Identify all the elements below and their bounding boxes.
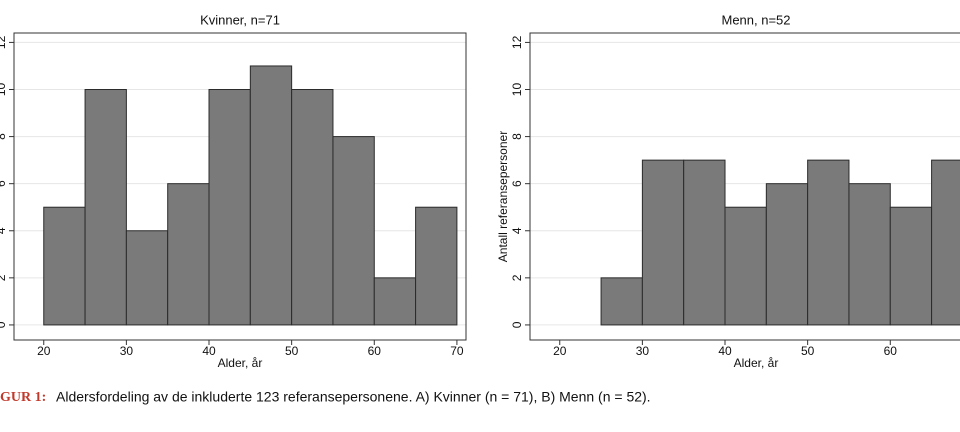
x-axis-title: Alder, år — [218, 356, 263, 370]
plot-frame — [13, 32, 467, 341]
x-tick-label: 60 — [368, 344, 382, 358]
bar — [641, 159, 685, 326]
x-tick-label: 70 — [450, 344, 464, 358]
bar — [43, 206, 86, 326]
bar — [249, 65, 293, 326]
x-tick-label: 60 — [884, 344, 898, 358]
bar — [208, 89, 251, 326]
y-tick-label: 4 — [0, 227, 8, 234]
y-tick-label: 8 — [510, 133, 524, 140]
bar — [807, 159, 850, 326]
x-tick-label: 40 — [202, 344, 216, 358]
caption-text: Aldersfordeling av de inkluderte 123 ref… — [56, 389, 651, 405]
bar — [765, 183, 809, 326]
x-tick-label: 50 — [801, 344, 815, 358]
bar — [600, 277, 643, 326]
caption-label: GUR 1: — [0, 390, 46, 405]
bar — [84, 89, 127, 326]
y-tick-label: 6 — [510, 180, 524, 187]
y-tick-label: 12 — [510, 35, 524, 49]
y-axis-title: Antall referansepersoner — [496, 131, 510, 262]
chart-title: Kvinner, n=71 — [200, 12, 280, 27]
bar — [724, 206, 767, 326]
y-tick-label: 2 — [0, 274, 8, 281]
y-tick-label: 0 — [510, 321, 524, 328]
bar — [848, 183, 891, 326]
y-tick-label: 10 — [510, 83, 524, 97]
bar — [373, 277, 417, 326]
x-tick-label: 30 — [636, 344, 650, 358]
y-tick-label: 12 — [0, 35, 8, 49]
bar — [167, 183, 210, 326]
x-tick-label: 50 — [285, 344, 299, 358]
chart-title: Menn, n=52 — [721, 12, 790, 27]
y-tick-label: 2 — [510, 274, 524, 281]
y-tick-label: 0 — [0, 321, 8, 328]
x-tick-label: 40 — [718, 344, 732, 358]
x-tick-label: 20 — [37, 344, 51, 358]
bar — [332, 136, 375, 326]
bar — [415, 206, 458, 326]
bar — [683, 159, 726, 326]
bar — [889, 206, 933, 326]
x-axis-title: Alder, år — [734, 356, 779, 370]
y-tick-label: 10 — [0, 83, 8, 97]
x-tick-label: 20 — [553, 344, 567, 358]
bar — [125, 230, 169, 326]
plot-frame — [529, 32, 960, 341]
y-tick-label: 4 — [510, 227, 524, 234]
y-tick-label: 8 — [0, 133, 8, 140]
bar — [291, 89, 334, 326]
x-tick-label: 30 — [120, 344, 134, 358]
bar — [931, 159, 960, 326]
y-tick-label: 6 — [0, 180, 8, 187]
